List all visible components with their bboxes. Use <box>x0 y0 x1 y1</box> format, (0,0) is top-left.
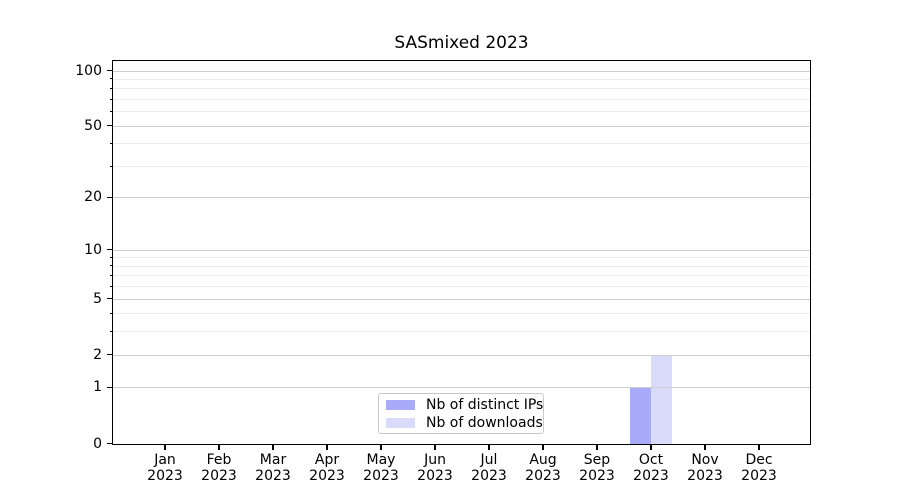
y-tick-mark-minor <box>109 265 113 267</box>
legend-swatch-distinct-ips <box>386 399 415 410</box>
x-tick-mark <box>272 444 274 450</box>
x-tick-mark <box>380 444 382 450</box>
x-tick-label: Sep 2023 <box>579 452 615 484</box>
x-tick-label: Apr 2023 <box>309 452 345 484</box>
x-tick-mark <box>488 444 490 450</box>
gridline-minor <box>113 257 810 259</box>
x-tick-label: Jul 2023 <box>471 452 507 484</box>
x-tick-mark <box>542 444 544 450</box>
y-tick-label: 20 <box>84 189 102 206</box>
y-tick-mark-minor <box>109 165 113 167</box>
gridline-minor <box>113 166 810 167</box>
x-tick-mark <box>326 444 328 450</box>
x-tick-mark <box>704 444 706 450</box>
x-tick-mark <box>650 444 652 450</box>
gridline-minor <box>113 111 810 113</box>
gridline-minor <box>113 143 810 145</box>
x-tick-label: Dec 2023 <box>741 452 777 484</box>
gridline-minor <box>113 99 810 101</box>
gridline-minor <box>113 265 810 267</box>
x-tick-mark <box>596 444 598 450</box>
y-tick-mark <box>106 69 112 72</box>
y-tick-mark <box>106 354 112 356</box>
x-tick-mark <box>758 444 760 450</box>
x-tick-label: May 2023 <box>363 452 399 484</box>
gridline-minor <box>113 275 810 277</box>
y-tick-label: 50 <box>84 117 102 134</box>
gridline-minor <box>113 88 810 90</box>
gridline-major <box>113 70 810 72</box>
gridline-minor <box>113 331 810 333</box>
gridline-major <box>113 249 810 251</box>
y-tick-mark-minor <box>109 98 113 100</box>
x-tick-label: Mar 2023 <box>255 452 291 484</box>
y-tick-mark-minor <box>109 274 113 276</box>
x-tick-label: Jun 2023 <box>417 452 453 484</box>
legend-label-distinct-ips: Nb of distinct IPs <box>426 396 544 413</box>
bar-downloads <box>651 354 672 444</box>
x-tick-label: Oct 2023 <box>633 452 669 484</box>
y-tick-label: 1 <box>93 379 102 396</box>
y-tick-mark <box>106 125 112 127</box>
x-tick-label: Feb 2023 <box>201 452 237 484</box>
y-tick-mark-minor <box>109 87 113 89</box>
y-tick-mark-minor <box>109 285 113 287</box>
y-tick-mark-minor <box>109 256 113 258</box>
legend: Nb of distinct IPs Nb of downloads <box>378 393 544 434</box>
y-tick-label: 100 <box>75 62 102 79</box>
bar-distinct-ips <box>630 387 651 444</box>
legend-swatch-downloads <box>386 417 415 428</box>
gridline-major <box>113 354 810 356</box>
x-tick-label: Nov 2023 <box>687 452 723 484</box>
y-tick-mark-minor <box>109 78 113 80</box>
gridline-minor <box>113 78 810 80</box>
gridline-minor <box>113 286 810 288</box>
y-tick-label: 10 <box>84 241 102 258</box>
x-tick-mark <box>164 444 166 450</box>
y-tick-mark <box>106 442 112 445</box>
y-tick-mark <box>106 298 112 300</box>
gridline-major <box>113 197 810 199</box>
legend-item-distinct-ips: Nb of distinct IPs <box>379 396 544 413</box>
x-tick-label: Aug 2023 <box>525 452 561 484</box>
gridline-major <box>113 387 810 389</box>
plot-area: Nb of distinct IPs Nb of downloads <box>111 60 812 445</box>
y-tick-label: 0 <box>93 435 102 452</box>
x-tick-mark <box>218 444 220 450</box>
y-tick-label: 5 <box>93 290 102 307</box>
y-tick-mark <box>106 196 112 199</box>
y-tick-mark <box>106 249 112 251</box>
gridline-minor <box>113 313 810 315</box>
y-tick-mark-minor <box>109 142 113 144</box>
x-tick-mark <box>434 444 436 450</box>
y-tick-label: 2 <box>93 346 102 363</box>
x-tick-label: Jan 2023 <box>147 452 183 484</box>
legend-item-downloads: Nb of downloads <box>379 414 543 431</box>
legend-label-downloads: Nb of downloads <box>426 414 543 431</box>
y-tick-mark-minor <box>109 330 113 332</box>
chart-title: SASmixed 2023 <box>394 33 529 53</box>
y-tick-mark <box>106 386 112 389</box>
gridline-major <box>113 125 810 127</box>
y-tick-mark-minor <box>109 110 113 112</box>
gridline-major <box>113 298 810 300</box>
y-tick-mark-minor <box>109 312 113 314</box>
